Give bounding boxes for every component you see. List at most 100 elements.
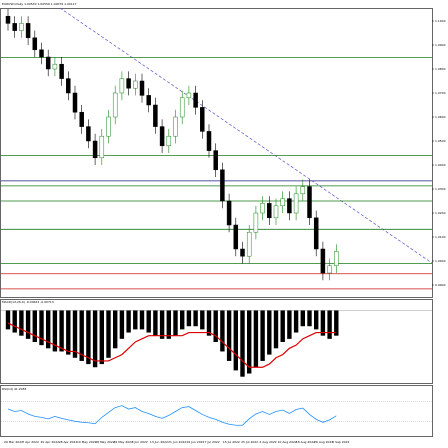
rsi-title: RSI(14) 41.2083 xyxy=(2,387,26,391)
candle-body xyxy=(146,95,151,106)
macd-bar xyxy=(86,310,91,365)
x-tick-label: 2 Aug 2022 xyxy=(259,440,276,444)
macd-bar xyxy=(334,310,339,336)
macd-bar xyxy=(267,310,272,355)
macd-bar xyxy=(247,310,252,374)
macd-pane xyxy=(0,299,433,384)
candle-body xyxy=(59,63,64,79)
x-tick-label: 26 Aug 2022 xyxy=(314,440,333,444)
macd-title: MACD(12,26,9) -0.00624 -0.00713 xyxy=(2,300,54,304)
x-tick-label: 29 Mar 2022 xyxy=(4,440,23,444)
candle-body xyxy=(133,80,138,89)
macd-bar xyxy=(253,310,259,368)
candle-body xyxy=(280,198,285,207)
rsi-pane xyxy=(0,385,433,437)
macd-bar xyxy=(280,310,285,342)
x-tick-label: 20 Apr 2022 xyxy=(40,440,59,444)
macd-bar xyxy=(133,310,138,330)
macd-bar xyxy=(307,310,312,327)
macd-bar xyxy=(273,310,279,349)
candle-body xyxy=(106,116,111,137)
macd-bar xyxy=(213,310,218,342)
macd-bar xyxy=(12,310,17,333)
candle-body xyxy=(119,78,125,94)
x-tick-label: 26 May 2022 xyxy=(113,440,133,444)
x-tick-label: 10 Aug 2022 xyxy=(278,440,297,444)
x-tick-label: 5 Sep 2022 xyxy=(332,440,349,444)
y-tick-label: 1.0600 xyxy=(435,115,446,119)
candle-body xyxy=(112,92,118,118)
y-tick-label: 1.0700 xyxy=(435,91,446,95)
y-tick-label: 1.0000 xyxy=(435,259,446,263)
candle-body xyxy=(287,198,292,214)
candle-body xyxy=(267,203,272,219)
macd-bar xyxy=(166,310,171,339)
x-tick-label: 29 Jun 2022 xyxy=(186,440,204,444)
macd-bar xyxy=(59,310,64,352)
macd-bar xyxy=(46,310,51,349)
candle-body xyxy=(32,37,38,51)
macd-bar xyxy=(5,310,11,330)
candle-body xyxy=(213,150,218,171)
candle-body xyxy=(327,265,332,274)
candle-body xyxy=(12,23,17,31)
macd-bar xyxy=(260,310,265,361)
macd-bar xyxy=(113,310,118,349)
macd-bar xyxy=(119,310,125,339)
macd-bar xyxy=(126,310,131,333)
macd-bar xyxy=(173,310,178,336)
macd-bar xyxy=(52,310,58,352)
candle-body xyxy=(86,126,91,142)
macd-bar xyxy=(186,310,192,327)
macd-bar xyxy=(287,310,292,339)
macd-bar xyxy=(314,310,319,330)
macd-bar xyxy=(19,310,24,336)
candle-body xyxy=(5,15,11,24)
candle-body xyxy=(166,135,172,147)
x-tick-label: 3 Jun 2022 xyxy=(132,440,148,444)
candle-body xyxy=(300,186,306,195)
candle-body xyxy=(39,49,44,58)
candle-body xyxy=(153,104,158,127)
candle-body xyxy=(226,200,232,226)
macd-bar xyxy=(233,310,238,371)
candle-body xyxy=(334,251,339,267)
trend-line xyxy=(59,7,433,264)
x-tick-label: 10 May 2022 xyxy=(77,440,97,444)
macd-bar xyxy=(293,310,299,333)
candle-body xyxy=(25,23,31,39)
candle-body xyxy=(45,56,51,70)
macd-bar xyxy=(159,310,165,339)
macd-bar xyxy=(39,310,44,346)
macd-bar xyxy=(206,310,212,336)
macd-bar xyxy=(200,310,205,330)
candle-body xyxy=(72,92,78,113)
x-tick-label: 13 Jun 2022 xyxy=(150,440,168,444)
candle-body xyxy=(206,131,212,151)
macd-bar xyxy=(25,310,31,339)
x-tick-label: 25 Jul 2022 xyxy=(241,440,258,444)
candle-body xyxy=(19,23,24,31)
macd-bar xyxy=(320,310,326,336)
candle-body xyxy=(253,212,259,233)
candle-body xyxy=(186,92,192,99)
macd-bar xyxy=(240,310,245,377)
y-tick-label: 1.0100 xyxy=(435,235,446,239)
macd-bar xyxy=(226,310,232,361)
chart-title: EURUSD,Daily 1.00530 1.00556 1.00079 1.0… xyxy=(2,2,77,6)
y-tick-label: 1.0800 xyxy=(435,67,446,71)
candle-body xyxy=(193,92,198,108)
macd-bar xyxy=(146,310,151,333)
macd-bar xyxy=(220,310,225,352)
candle-body xyxy=(200,107,205,132)
candle-body xyxy=(246,231,252,257)
candle-body xyxy=(320,248,326,274)
candle-body xyxy=(240,248,245,257)
candle-body xyxy=(313,217,319,250)
macd-bar xyxy=(79,310,84,361)
macd-bar xyxy=(193,310,198,327)
candle-body xyxy=(273,205,279,219)
candle-body xyxy=(139,80,145,96)
x-tick-label: 18 May 2022 xyxy=(95,440,115,444)
